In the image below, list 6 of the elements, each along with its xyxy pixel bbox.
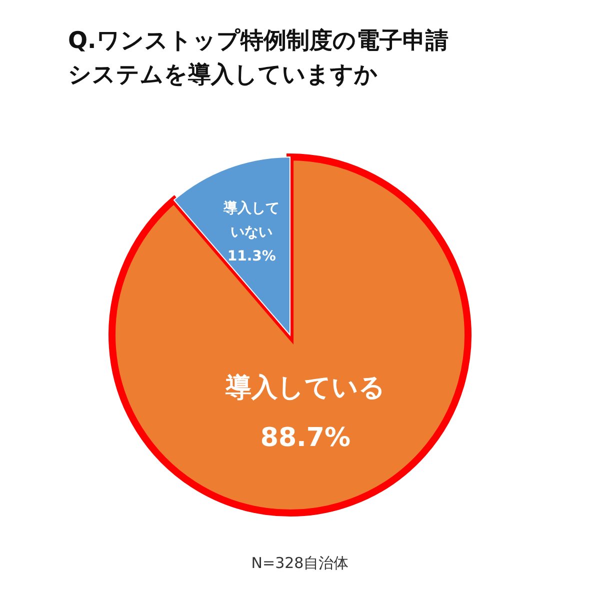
data-label: 11.3% [227,248,276,264]
text: N=328自治体 [251,554,349,572]
chart-title: Q.ワンストップ特例制度の電子申請システムを導入していますか [68,27,448,88]
slice-label: 導入していない [222,199,280,240]
slice-label: 導入している [224,372,386,403]
data-label: 88.7% [260,422,351,453]
